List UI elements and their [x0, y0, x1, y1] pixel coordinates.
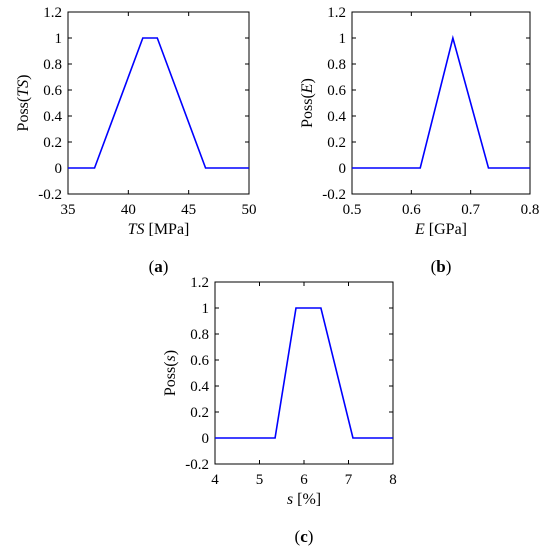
y-tick-label: 0 — [202, 431, 210, 447]
y-tick-label: 0.6 — [327, 83, 346, 99]
y-tick-label: 1 — [339, 31, 347, 47]
x-tick-label: 0.5 — [343, 202, 362, 218]
y-tick-label: 0.6 — [190, 353, 209, 369]
panel-label: (a) — [149, 257, 169, 276]
series-line — [352, 38, 530, 168]
series-line — [215, 308, 393, 438]
y-tick-label: -0.2 — [38, 187, 62, 203]
x-axis-label: s [%] — [287, 491, 321, 508]
x-tick-label: 0.6 — [402, 202, 421, 218]
x-axis-label: E [GPa] — [414, 221, 467, 238]
x-tick-label: 45 — [181, 202, 196, 218]
y-tick-label: 1 — [202, 301, 210, 317]
y-tick-label: 0.4 — [190, 379, 209, 395]
y-tick-label: 0.2 — [190, 405, 209, 421]
x-tick-label: 4 — [211, 472, 219, 488]
x-tick-label: 0.8 — [521, 202, 540, 218]
y-tick-label: 1.2 — [43, 5, 62, 21]
y-tick-label: -0.2 — [322, 187, 346, 203]
series-line — [68, 38, 249, 168]
y-axis-label: Poss(TS) — [15, 75, 32, 132]
y-tick-label: 0.8 — [190, 327, 209, 343]
x-axis-label: TS [MPa] — [128, 221, 190, 238]
y-tick-label: 0.8 — [43, 57, 62, 73]
x-tick-label: 50 — [242, 202, 257, 218]
x-tick-label: 6 — [300, 472, 308, 488]
y-tick-label: 0.6 — [43, 83, 62, 99]
x-tick-label: 40 — [121, 202, 136, 218]
x-tick-label: 8 — [389, 472, 397, 488]
y-tick-label: 0.2 — [43, 135, 62, 151]
x-tick-label: 35 — [61, 202, 76, 218]
chart-panel-b: -0.2 0 0.2 0.4 0.6 0.8 1 1.2 0.5 0.6 0.7 0.8 E [GPa]… — [299, 5, 539, 276]
chart-panel-c: -0.2 0 0.2 0.4 0.6 0.8 1 1.2 4 5 6 7 8 s [%] Poss(s) (c… — [162, 275, 397, 546]
y-tick-label: 1 — [55, 31, 63, 47]
y-axis-label: Poss(s) — [162, 350, 179, 396]
y-tick-label: 0 — [339, 161, 347, 177]
y-tick-label: 1.2 — [327, 5, 346, 21]
plot-frame — [215, 282, 393, 464]
y-tick-label: 0.4 — [327, 109, 346, 125]
x-tick-label: 5 — [256, 472, 264, 488]
y-tick-label: 0.4 — [43, 109, 62, 125]
panel-label: (b) — [431, 257, 452, 276]
x-tick-label: 0.7 — [461, 202, 480, 218]
panel-label: (c) — [295, 527, 314, 546]
y-tick-label: -0.2 — [185, 457, 209, 473]
y-tick-label: 0 — [55, 161, 63, 177]
chart-panel-a: -0.2 0 0.2 0.4 0.6 0.8 1 1.2 35 40 45 50 TS [MPa] Pos… — [15, 5, 257, 276]
x-tick-label: 7 — [345, 472, 353, 488]
y-tick-label: 0.2 — [327, 135, 346, 151]
y-axis-label: Poss(E) — [299, 78, 316, 128]
y-tick-label: 0.8 — [327, 57, 346, 73]
plot-frame — [352, 12, 530, 194]
y-tick-label: 1.2 — [190, 275, 209, 291]
